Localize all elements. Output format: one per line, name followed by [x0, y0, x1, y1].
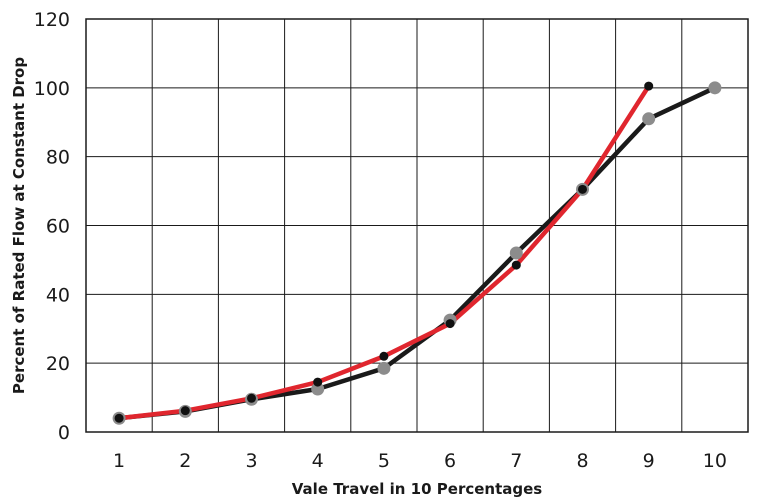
x-tick-label: 5: [378, 450, 390, 472]
x-tick-label: 7: [510, 450, 522, 472]
y-tick-label: 20: [46, 353, 70, 375]
y-tick-label: 100: [34, 78, 70, 100]
x-tick-label: 3: [245, 450, 257, 472]
series-2-point: [511, 260, 521, 270]
y-tick-label: 80: [46, 147, 70, 169]
x-axis-title: Vale Travel in 10 Percentages: [292, 480, 543, 498]
x-axis-ticks: 1 2 3 4 5 6 7 8 9 10: [113, 450, 727, 472]
series-2-point: [114, 413, 124, 423]
series-2-point: [578, 184, 587, 194]
series-2-point: [247, 393, 256, 403]
series-2-point: [379, 351, 389, 361]
x-tick-label: 8: [576, 450, 588, 472]
x-tick-label: 4: [312, 450, 324, 472]
y-tick-label: 120: [34, 9, 70, 31]
series-2-point: [180, 406, 190, 416]
x-tick-label: 2: [179, 450, 191, 472]
x-tick-label: 1: [113, 450, 125, 472]
y-axis-ticks: 0 20 40 60 80 100 120: [34, 9, 70, 444]
x-tick-label: 9: [643, 450, 655, 472]
series-1-point: [311, 382, 325, 396]
plot-frame: [85, 18, 749, 433]
y-tick-label: 0: [58, 422, 70, 444]
series-1-point: [509, 246, 523, 260]
series-2-point: [445, 319, 455, 329]
y-axis-title: Percent of Rated Flow at Constant Drop: [10, 57, 28, 394]
series-2-markers: [114, 81, 654, 423]
series-1-point: [642, 112, 656, 126]
x-tick-label: 6: [444, 450, 456, 472]
x-tick-label: 10: [703, 450, 727, 472]
series-1-point: [377, 361, 391, 375]
series-2-point: [644, 81, 654, 91]
grid: [86, 19, 748, 432]
series-layer: [112, 81, 722, 425]
y-tick-label: 60: [46, 216, 70, 238]
series-1-point: [708, 81, 722, 95]
y-tick-label: 40: [46, 284, 70, 306]
series-2-point: [313, 377, 323, 387]
